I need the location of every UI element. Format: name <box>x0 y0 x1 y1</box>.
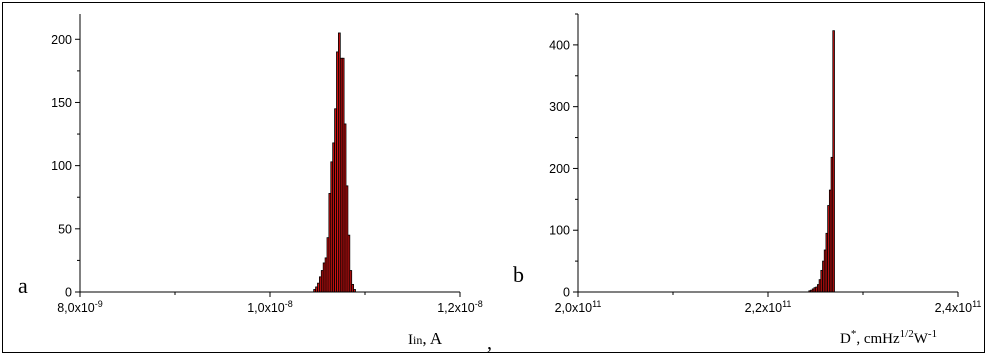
x-tick-label: 8,0x10-9 <box>57 299 103 315</box>
y-tick-label: 100 <box>51 159 72 173</box>
chart-panel-a: 0 50 100 150 200 8,0x10-9 1,0x10-8 1,2x10-8 a Iin… <box>18 14 483 348</box>
x-tick-label: 2,2x1011 <box>745 299 792 315</box>
x-tick-label: 2,4x1011 <box>935 299 982 315</box>
figure-frame <box>2 2 985 353</box>
chart-panel-b: 0 100 200 300 400 2,0x1011 2,2x1011 2,4x1011 b D*… <box>513 13 982 347</box>
panel-label: b <box>513 262 524 287</box>
y-tick-label: 100 <box>549 224 570 238</box>
y-tick-label: 0 <box>563 286 570 300</box>
x-axis-title: Iin, A <box>408 329 443 348</box>
x-tick-label: 2,0x1011 <box>555 299 602 315</box>
y-tick-label: 50 <box>58 222 72 236</box>
x-tick-label: 1,0x10-8 <box>247 299 293 315</box>
separator-comma: , <box>487 332 492 354</box>
y-tick-label: 200 <box>51 33 72 47</box>
y-tick-label: 400 <box>549 38 570 52</box>
histogram-bar <box>832 30 835 293</box>
x-tick-label: 1,2x10-8 <box>437 299 483 315</box>
y-tick-label: 200 <box>549 162 570 176</box>
y-tick-label: 150 <box>51 96 72 110</box>
panel-label: a <box>18 273 28 298</box>
y-tick-label: 300 <box>549 100 570 114</box>
x-axis-title: D*, cmHz1/2W-1 <box>840 328 937 347</box>
y-tick-label: 0 <box>65 286 72 300</box>
